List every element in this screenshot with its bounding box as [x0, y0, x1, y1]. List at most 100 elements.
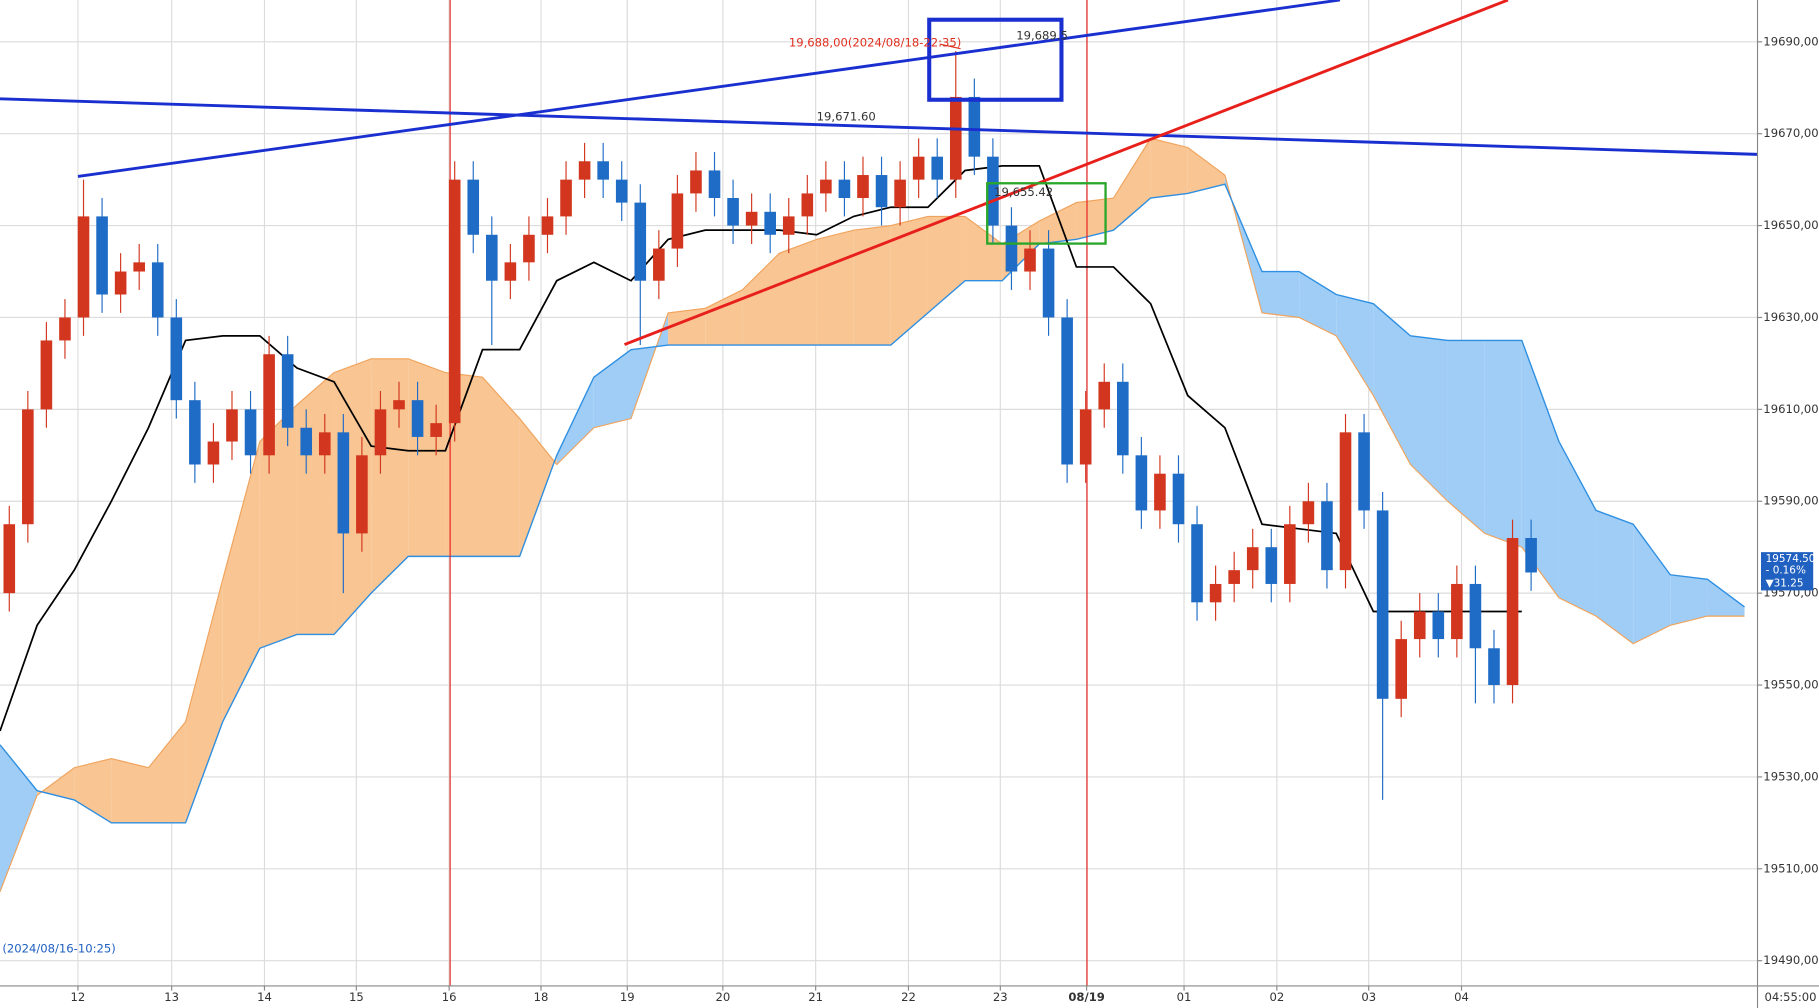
cloud-segment [1447, 340, 1485, 534]
candle-body [597, 161, 609, 180]
candle-body [1506, 538, 1519, 686]
axes: 19490,0019510,0019530,0019550,0019570,00… [71, 34, 1819, 1004]
candle-body [244, 409, 257, 456]
candle-body [912, 156, 925, 180]
candle-body [300, 427, 313, 456]
candle-body [1321, 501, 1333, 571]
candle-body [281, 354, 294, 428]
candle-body [1135, 455, 1148, 511]
highlight-box [927, 17, 1064, 102]
candle-body [987, 156, 999, 226]
candle-body [3, 524, 16, 594]
candle-body [541, 216, 554, 235]
cloud-segment [742, 253, 780, 346]
candle-body [1451, 583, 1463, 640]
candle-body [1432, 611, 1445, 640]
candle-body [820, 179, 832, 194]
candle-body [77, 216, 90, 318]
y-tick-label: 19490,00 [1763, 953, 1818, 967]
candle-body [875, 175, 888, 208]
candle-body [1172, 473, 1185, 525]
annotation: 19,689.5 [1016, 28, 1068, 42]
candle-body [523, 234, 535, 263]
y-tick-label: 19550,00 [1763, 678, 1818, 692]
cloud-segment [593, 349, 631, 428]
x-tick-label: 15 [349, 990, 364, 1004]
candle-body [801, 193, 814, 217]
candle-body [59, 317, 71, 341]
candle-body [263, 354, 275, 456]
x-tick-label: 23 [993, 990, 1008, 1004]
candle-body [1469, 583, 1482, 649]
y-tick-label: 19510,00 [1763, 861, 1818, 875]
x-tick-label: 19 [620, 990, 635, 1004]
candle-body [1228, 570, 1240, 584]
candle-body [318, 432, 331, 456]
candle-body [411, 400, 424, 437]
cloud-segment [1484, 340, 1522, 548]
cloud-segment [1558, 441, 1597, 617]
annotation-arrow [939, 43, 961, 50]
candle-body [968, 96, 981, 157]
candle-body [1098, 381, 1111, 410]
cloud-segment [1336, 294, 1374, 396]
x-tick-label: 18 [534, 990, 549, 1004]
candle-body [615, 179, 628, 203]
candle-body [467, 179, 480, 235]
candle-body [708, 170, 721, 199]
price-tag [1760, 552, 1814, 591]
trendline [0, 97, 1758, 156]
candle-body [486, 234, 498, 281]
candle-body [560, 179, 572, 217]
annotation: (2024/08/16-10:25) [2, 941, 115, 955]
candle-body [504, 262, 517, 281]
candle-body [170, 317, 183, 401]
candles [3, 50, 1537, 800]
candle-body [448, 179, 461, 424]
candle-body [1154, 473, 1166, 511]
cloud-segment [1707, 579, 1745, 617]
span-b-line [0, 183, 1745, 824]
cloud-segment [222, 441, 260, 722]
time-label: 04:55:00 [1764, 990, 1816, 1004]
candle-body [634, 202, 647, 281]
cloud-segment [185, 579, 223, 823]
candle-body [96, 216, 108, 295]
annotation: 19,688,00(2024/08/18-22:35) [789, 35, 961, 49]
x-tick-label: 04 [1454, 990, 1469, 1004]
cloud-segment [1633, 524, 1671, 644]
cloud-segment [1410, 335, 1448, 502]
cloud-segment [1261, 271, 1300, 318]
cloud-segment [890, 216, 928, 346]
cloud-segment [111, 758, 149, 823]
candle-body [207, 441, 220, 465]
cloud-segment [927, 216, 966, 313]
price-tag-text: 19574.50 [1766, 553, 1816, 565]
candle-body [1209, 583, 1222, 603]
x-tick-label: 16 [442, 990, 457, 1004]
x-tick-label: 22 [901, 990, 916, 1004]
cloud-segment [1373, 303, 1411, 465]
candle-body [857, 175, 869, 199]
price-tag-text: ▼31.25 [1766, 577, 1804, 589]
cloud-segment [148, 721, 186, 823]
candle-body [671, 193, 684, 249]
candle-body [690, 170, 702, 194]
y-tick-label: 19690,00 [1763, 34, 1818, 48]
cloud [0, 137, 1745, 892]
cloud-segment [1039, 202, 1077, 244]
candle-body [1265, 547, 1278, 584]
candle-body [949, 96, 962, 180]
candle-body [578, 161, 591, 180]
candle-body [151, 262, 164, 318]
cloud-segment [1150, 138, 1188, 199]
cloud-segment [965, 216, 1003, 281]
x-tick-label: 03 [1361, 990, 1376, 1004]
candle-body [1005, 225, 1018, 272]
cloud-segment [371, 358, 409, 594]
candle-body [653, 248, 665, 281]
candle-body [1376, 510, 1389, 699]
candle-body [727, 198, 739, 226]
y-tick-label: 19610,00 [1763, 402, 1818, 416]
